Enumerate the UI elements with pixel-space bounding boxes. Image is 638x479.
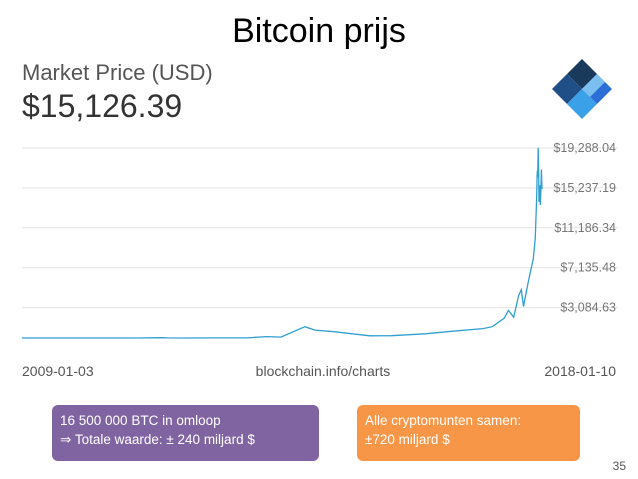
page-number: 35 bbox=[612, 459, 626, 473]
market-price-label: Market Price (USD) bbox=[22, 60, 213, 85]
x-tick-end: 2018-01-10 bbox=[544, 363, 616, 379]
btc-supply-box: 16 500 000 BTC in omloop ⇒ Totale waarde… bbox=[52, 405, 319, 461]
btc-total-value-line: ⇒ Totale waarde: ± 240 miljard $ bbox=[60, 430, 311, 449]
y-tick-label: $19,288.04 bbox=[553, 141, 616, 155]
y-tick-labels: $3,084.63 $7,135.48 $11,186.34 $15,237.19 $1… bbox=[553, 141, 616, 315]
slide-title: Bitcoin prijs bbox=[232, 12, 406, 50]
market-price-value: $15,126.39 bbox=[22, 88, 183, 124]
logo-highlight bbox=[582, 74, 605, 97]
chart-grid bbox=[22, 147, 618, 309]
y-tick-label: $3,084.63 bbox=[560, 301, 616, 315]
series-line-market-price bbox=[22, 147, 543, 339]
y-tick-label: $7,135.48 bbox=[560, 261, 616, 275]
price-chart: $3,084.63 $7,135.48 $11,186.34 $15,237.19 $1… bbox=[22, 141, 618, 379]
chart-source-label: blockchain.info/charts bbox=[256, 363, 391, 379]
all-crypto-box: Alle cryptomunten samen: ±720 miljard $ bbox=[357, 405, 580, 461]
all-crypto-line1: Alle cryptomunten samen: bbox=[365, 413, 522, 428]
implies-arrow-icon: ⇒ bbox=[60, 432, 72, 447]
blockchain-logo-icon bbox=[552, 59, 612, 119]
all-crypto-line2: ±720 miljard $ bbox=[365, 432, 450, 447]
y-tick-label: $15,237.19 bbox=[553, 181, 616, 195]
y-tick-label: $11,186.34 bbox=[554, 221, 616, 235]
btc-total-value-text: Totale waarde: ± 240 miljard $ bbox=[74, 432, 255, 447]
btc-supply-line: 16 500 000 BTC in omloop bbox=[60, 413, 221, 428]
x-tick-start: 2009-01-03 bbox=[22, 363, 94, 379]
